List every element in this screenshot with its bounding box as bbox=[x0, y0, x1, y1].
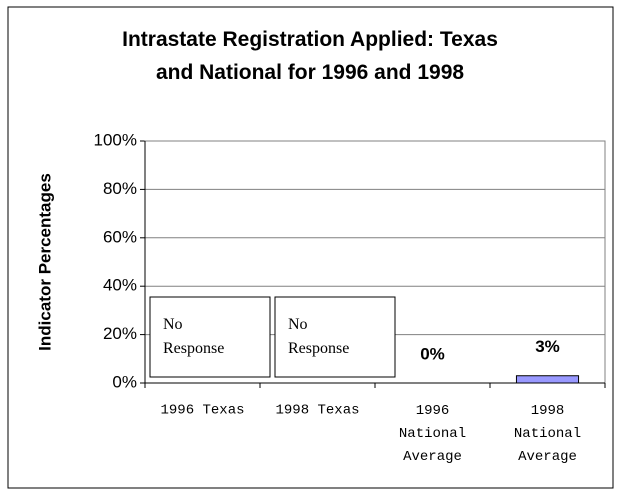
y-tick-label: 100% bbox=[94, 130, 137, 149]
x-tick-label: 1996 Texas bbox=[160, 403, 244, 419]
annotation-box bbox=[274, 296, 396, 378]
value-label: 0% bbox=[420, 344, 445, 363]
annotation: No Response bbox=[163, 316, 224, 357]
chart-border bbox=[7, 6, 614, 489]
y-tick-label: 60% bbox=[103, 227, 137, 246]
y-axis-label: Indicator Percentages bbox=[35, 173, 54, 351]
y-tick-label: 20% bbox=[103, 324, 137, 343]
x-tick-label: 1998 Texas bbox=[275, 403, 359, 419]
x-tick-label: 1998 National Average bbox=[514, 403, 581, 465]
y-tick-label: 0% bbox=[112, 372, 137, 391]
annotation-box bbox=[149, 296, 271, 378]
bar bbox=[515, 375, 580, 384]
value-label: 3% bbox=[535, 337, 560, 356]
y-tick-label: 40% bbox=[103, 276, 137, 295]
x-tick-label: 1996 National Average bbox=[399, 403, 466, 465]
annotation: No Response bbox=[288, 316, 349, 357]
chart-title: Intrastate Registration Applied: Texas an… bbox=[122, 28, 498, 84]
y-tick-label: 80% bbox=[103, 179, 137, 198]
